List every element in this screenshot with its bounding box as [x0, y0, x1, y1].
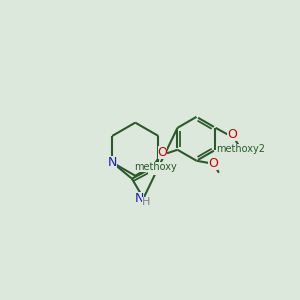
- Text: O: O: [227, 128, 237, 141]
- Text: methoxy2: methoxy2: [216, 144, 265, 154]
- Text: methoxy: methoxy: [135, 162, 177, 172]
- Text: O: O: [148, 162, 158, 175]
- Text: N: N: [108, 156, 117, 169]
- Text: N: N: [135, 192, 144, 205]
- Text: H: H: [142, 197, 150, 207]
- Text: O: O: [208, 157, 218, 169]
- Text: O: O: [158, 146, 167, 159]
